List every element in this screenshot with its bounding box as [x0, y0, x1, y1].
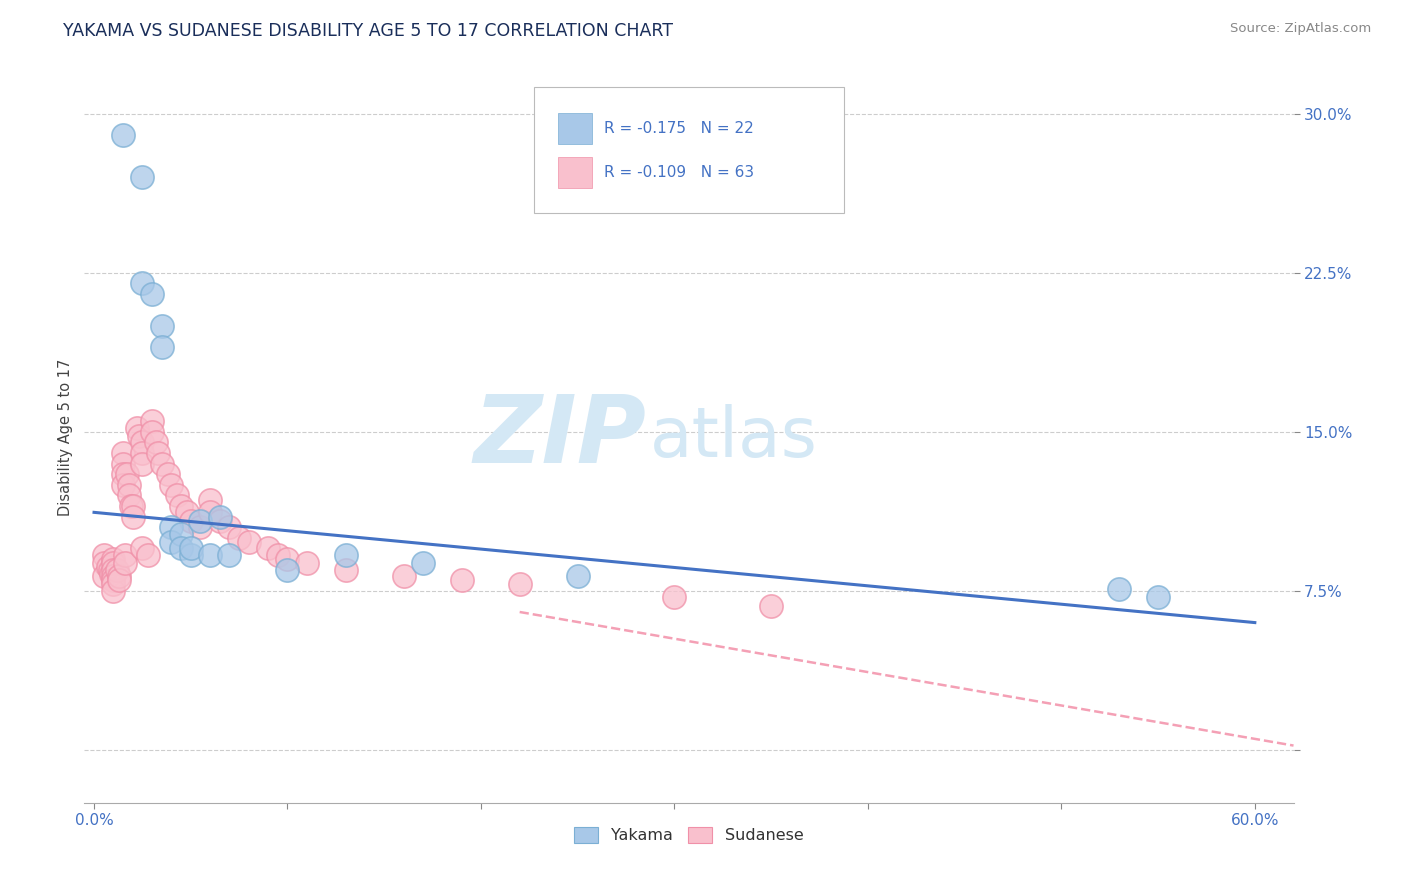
Point — [392, 569, 415, 583]
Point — [160, 535, 183, 549]
Point — [335, 563, 357, 577]
Point — [218, 520, 240, 534]
Text: Source: ZipAtlas.com: Source: ZipAtlas.com — [1230, 22, 1371, 36]
Point — [93, 556, 115, 570]
Text: atlas: atlas — [650, 403, 818, 471]
Point — [103, 573, 125, 587]
Point — [103, 556, 125, 570]
Point — [160, 477, 183, 491]
Point — [121, 499, 143, 513]
Point — [180, 514, 202, 528]
Bar — [558, 113, 592, 144]
Point — [131, 457, 153, 471]
FancyBboxPatch shape — [534, 87, 844, 212]
Point — [150, 340, 173, 354]
Point — [93, 548, 115, 562]
Point — [166, 488, 188, 502]
Point — [190, 514, 212, 528]
Point — [114, 548, 136, 562]
Point — [108, 569, 131, 583]
Point — [170, 526, 193, 541]
Point — [103, 583, 125, 598]
Text: R = -0.175   N = 22: R = -0.175 N = 22 — [605, 121, 754, 136]
Point — [146, 446, 169, 460]
Point — [112, 128, 135, 142]
Point — [141, 414, 163, 428]
Point — [108, 573, 131, 587]
Point — [93, 569, 115, 583]
Point — [145, 435, 167, 450]
Point — [118, 477, 141, 491]
Point — [98, 563, 121, 577]
Point — [115, 467, 138, 482]
Point — [131, 435, 153, 450]
Point — [170, 499, 193, 513]
Point — [131, 277, 153, 291]
Point — [131, 170, 153, 185]
Point — [176, 505, 198, 519]
Y-axis label: Disability Age 5 to 17: Disability Age 5 to 17 — [58, 359, 73, 516]
Bar — [558, 157, 592, 187]
Point — [198, 505, 221, 519]
Text: ZIP: ZIP — [474, 391, 647, 483]
Point — [180, 548, 202, 562]
Point — [208, 514, 231, 528]
Point — [759, 599, 782, 613]
Text: R = -0.109   N = 63: R = -0.109 N = 63 — [605, 165, 755, 180]
Point — [131, 446, 153, 460]
Point — [125, 420, 148, 434]
Point — [121, 509, 143, 524]
Point — [112, 457, 135, 471]
Text: YAKAMA VS SUDANESE DISABILITY AGE 5 TO 17 CORRELATION CHART: YAKAMA VS SUDANESE DISABILITY AGE 5 TO 1… — [63, 22, 673, 40]
Point — [412, 556, 434, 570]
Point — [276, 552, 298, 566]
Point — [150, 318, 173, 333]
Point — [156, 467, 179, 482]
Point — [114, 556, 136, 570]
Point — [128, 429, 150, 443]
Point — [141, 425, 163, 439]
Point — [567, 569, 589, 583]
Point — [112, 467, 135, 482]
Point — [100, 566, 122, 581]
Point — [228, 531, 250, 545]
Point — [295, 556, 318, 570]
Point — [103, 563, 125, 577]
Point — [276, 563, 298, 577]
Point — [105, 563, 128, 577]
Point — [103, 552, 125, 566]
Point — [120, 499, 142, 513]
Point — [198, 492, 221, 507]
Point — [97, 560, 120, 574]
Point — [136, 548, 159, 562]
Point — [103, 569, 125, 583]
Point — [267, 548, 290, 562]
Point — [257, 541, 280, 556]
Point — [664, 590, 686, 604]
Point — [335, 548, 357, 562]
Point — [112, 477, 135, 491]
Point — [1108, 582, 1130, 596]
Point — [190, 520, 212, 534]
Point — [131, 541, 153, 556]
Point — [198, 548, 221, 562]
Point — [180, 541, 202, 556]
Point — [238, 535, 260, 549]
Point — [208, 509, 231, 524]
Point — [450, 573, 472, 587]
Legend: Yakama, Sudanese: Yakama, Sudanese — [568, 821, 810, 850]
Point — [1147, 590, 1170, 604]
Point — [218, 548, 240, 562]
Point — [160, 520, 183, 534]
Point — [103, 577, 125, 591]
Point — [150, 457, 173, 471]
Point — [141, 287, 163, 301]
Point — [118, 488, 141, 502]
Point — [509, 577, 531, 591]
Point — [112, 446, 135, 460]
Point — [170, 541, 193, 556]
